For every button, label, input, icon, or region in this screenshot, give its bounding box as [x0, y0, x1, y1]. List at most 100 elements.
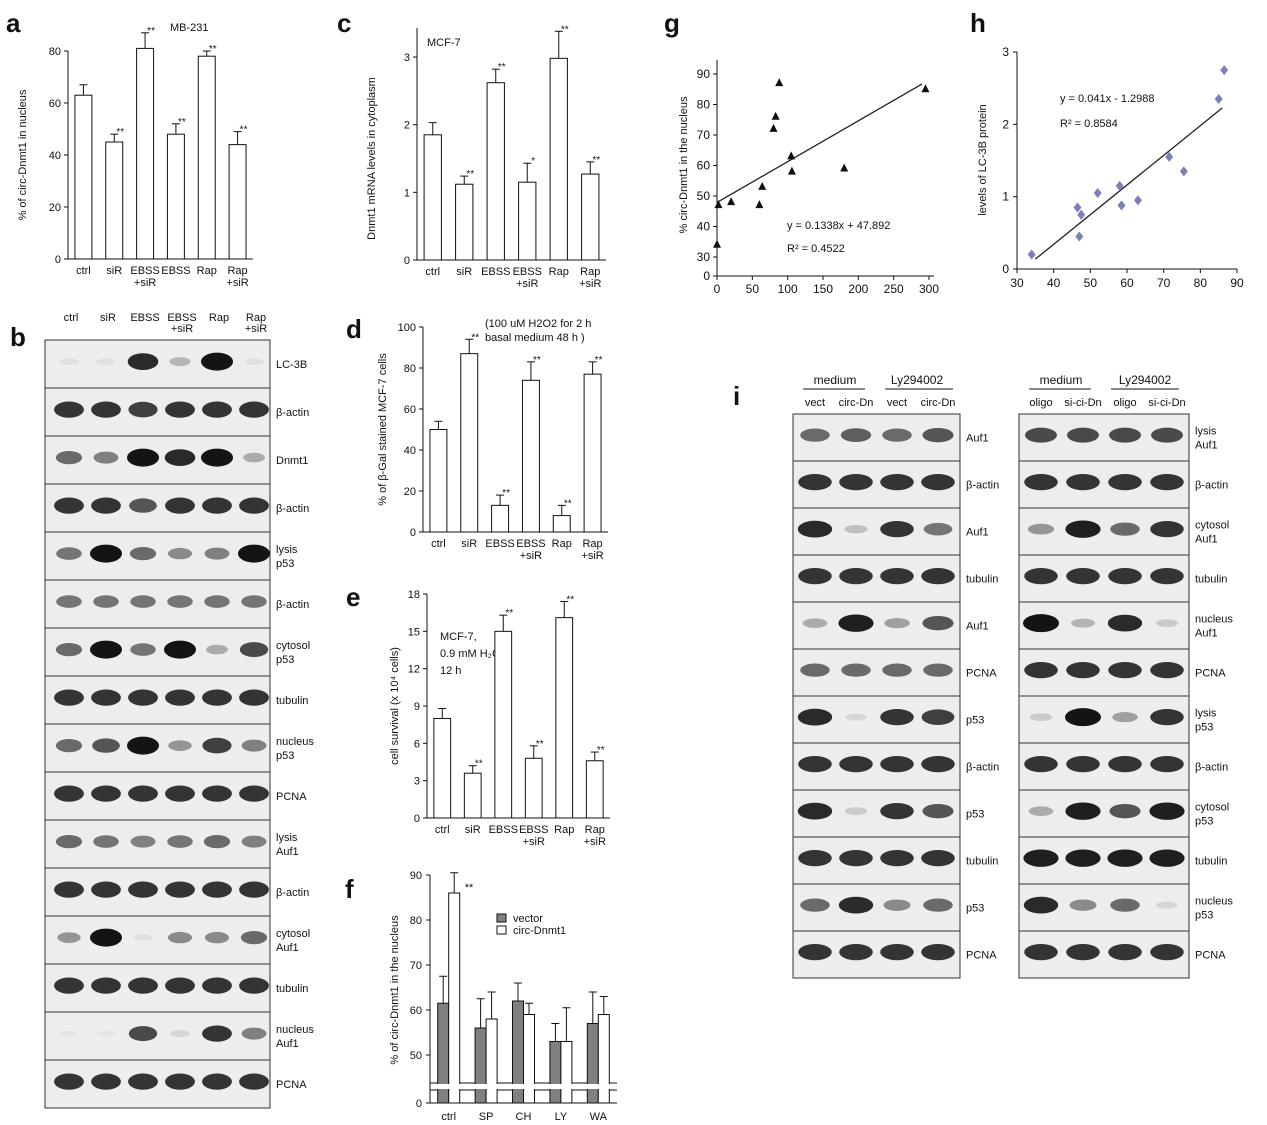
y-tick-label: 20 — [49, 202, 61, 214]
blot-band — [922, 427, 954, 443]
blot-band — [129, 547, 157, 561]
category-label: WA — [590, 1111, 608, 1123]
lane-label: siR — [100, 312, 116, 324]
blot-band — [54, 497, 84, 514]
blot-label: Auf1 — [966, 433, 989, 445]
bar — [549, 57, 568, 261]
blot-band — [1150, 474, 1184, 491]
blot-band — [1149, 802, 1185, 820]
significance-label: ** — [475, 759, 483, 770]
blot-frame — [44, 819, 271, 869]
lane-label: vect — [805, 397, 825, 409]
lane-label: vect — [887, 397, 907, 409]
category-label: EBSS — [161, 265, 190, 277]
significance-label: ** — [595, 355, 603, 366]
panel-letter: b — [10, 322, 26, 352]
condition-header: Ly294002 — [1119, 373, 1172, 387]
blot-band — [882, 428, 912, 442]
blot-band — [1028, 806, 1054, 816]
lane-label: oligo — [1029, 397, 1052, 409]
y-axis-label: cell survival (x 10⁴ cells) — [389, 647, 401, 765]
data-point — [1093, 188, 1102, 199]
blot-band — [798, 944, 832, 961]
blot-label: PCNA — [966, 668, 997, 680]
category-label: Rap — [552, 538, 572, 550]
blot-band — [1108, 662, 1142, 679]
bar — [521, 379, 540, 533]
blot-band — [1023, 896, 1059, 914]
bar — [74, 94, 93, 260]
blot-band — [202, 401, 232, 418]
data-point — [755, 200, 764, 209]
blot-label: cytosol — [1195, 520, 1229, 532]
y-tick-label: 40 — [697, 220, 711, 234]
bar — [228, 144, 247, 260]
blot-band — [128, 1073, 158, 1090]
y-tick-label: 80 — [404, 363, 416, 375]
blot-band — [1108, 568, 1142, 585]
blot-band — [130, 595, 156, 608]
blot-band — [90, 544, 122, 563]
lane-label: ctrl — [64, 312, 79, 324]
data-point — [1214, 94, 1223, 105]
y-tick-label: 0 — [404, 255, 410, 267]
blot-band — [880, 568, 914, 585]
blot-band — [164, 449, 196, 466]
data-point — [921, 84, 930, 93]
y-axis-label: Dnmt1 mRNA levels in cytoplasm — [366, 77, 378, 240]
blot-band — [797, 708, 833, 726]
blot-band — [54, 401, 84, 418]
significance-label: ** — [471, 332, 479, 343]
y-tick-label: 50 — [697, 189, 711, 203]
panel-annotation: (100 uM H2O2 for 2 h — [485, 318, 591, 330]
x-tick-label: 90 — [1230, 276, 1244, 290]
blot-label: p53 — [1195, 816, 1213, 828]
blot-label: β-actin — [276, 407, 309, 419]
panel-letter: c — [337, 8, 351, 38]
y-tick-label: 0 — [414, 813, 420, 825]
blot-band — [1065, 849, 1101, 867]
blot-label: nucleus — [1195, 896, 1233, 908]
blot-band — [1065, 708, 1101, 727]
x-tick-label: 150 — [813, 282, 833, 296]
panel-letter: e — [346, 582, 360, 612]
blot-band — [839, 850, 873, 867]
blot-band — [201, 448, 233, 467]
category-label: EBSS — [513, 266, 542, 278]
legend-label: vector — [513, 913, 543, 925]
y-tick-label: 1 — [1002, 190, 1009, 204]
category-label: siR — [106, 265, 122, 277]
bar — [518, 181, 537, 261]
blot-band — [165, 977, 195, 994]
x-tick-label: 0 — [714, 282, 721, 296]
blot-frame — [44, 915, 271, 965]
blot-frame — [44, 867, 271, 917]
significance-label: ** — [566, 594, 574, 605]
panel-letter: d — [346, 314, 362, 344]
significance-label: * — [531, 156, 535, 167]
blot-band — [880, 709, 914, 726]
blot-band — [202, 1073, 232, 1090]
blot-band — [54, 881, 84, 898]
blot-band — [202, 497, 232, 514]
bar — [105, 141, 124, 260]
blot-band — [56, 595, 82, 608]
panel-letter: i — [733, 381, 740, 411]
significance-label: ** — [498, 62, 506, 73]
blot-band — [802, 618, 828, 628]
blot-band — [880, 521, 914, 538]
category-label: ctrl — [425, 266, 440, 278]
blot-label: tubulin — [276, 983, 308, 995]
blot-band — [55, 835, 83, 849]
x-tick-label: 250 — [884, 282, 904, 296]
blot-band — [93, 595, 119, 608]
blot-band — [55, 643, 83, 657]
y-tick-label: 90 — [410, 870, 422, 882]
axis-break-gap — [548, 1084, 562, 1089]
blot-band — [1151, 427, 1183, 443]
blot-band — [800, 663, 830, 677]
blot-label: cytosol — [276, 928, 310, 940]
x-tick-label: 40 — [1047, 276, 1061, 290]
lane-label: EBSS — [130, 312, 159, 324]
blot-band — [129, 498, 157, 513]
